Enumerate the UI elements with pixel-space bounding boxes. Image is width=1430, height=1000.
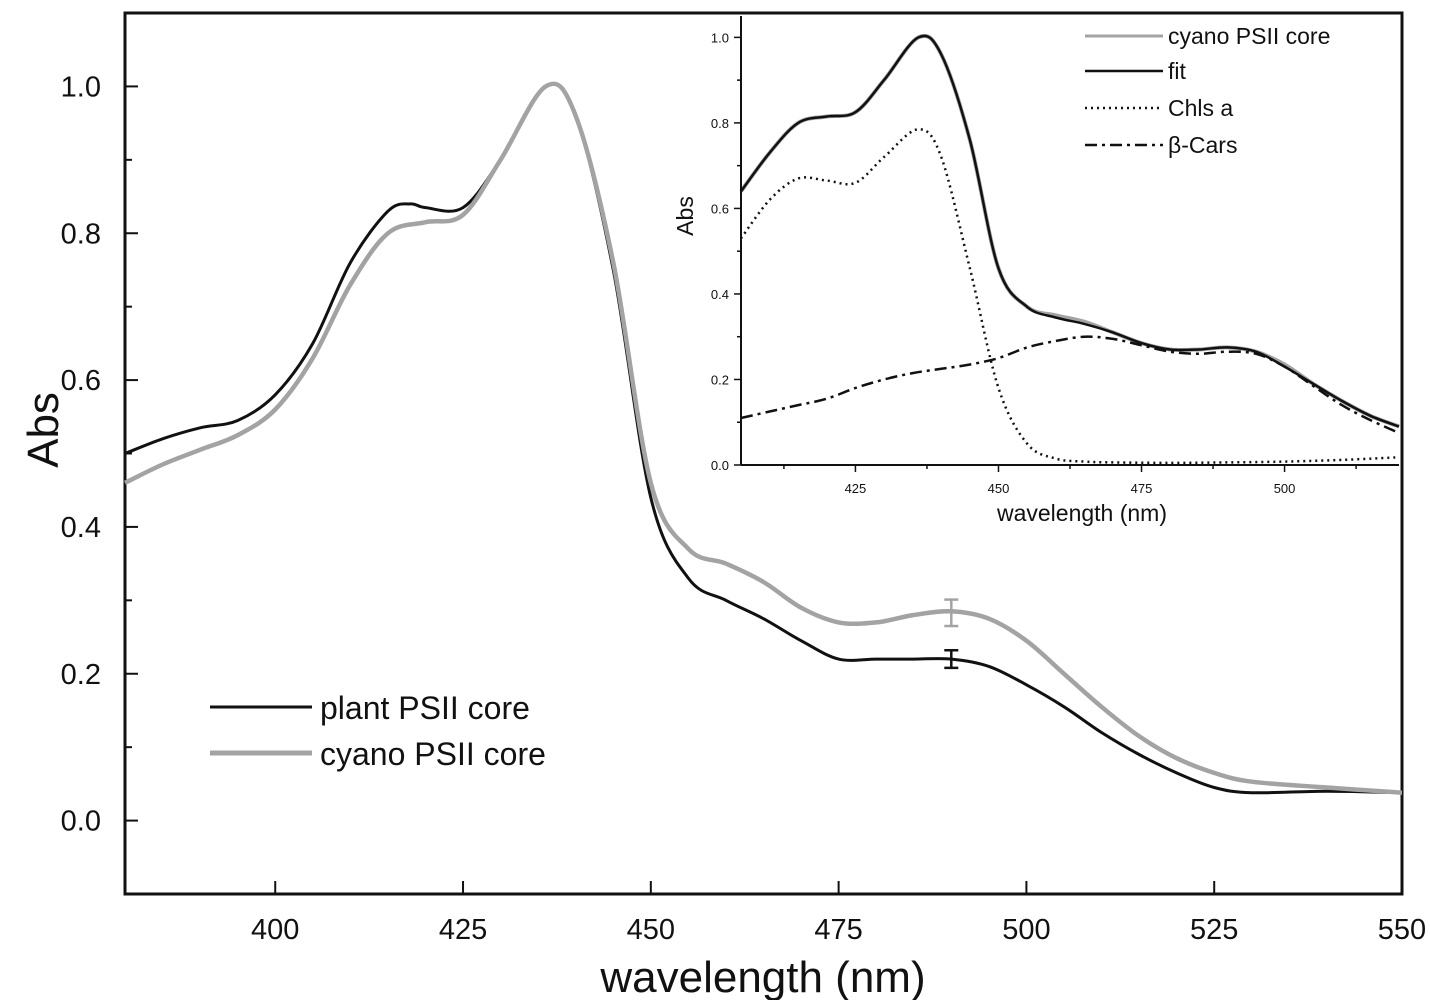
inset-chart: 425 450 475 500 0.0 0.2 0.4 0.6 0.8 1.0 waveleng… — [672, 16, 1400, 526]
inset-legend-label-fit: fit — [1168, 58, 1187, 84]
main-x-tick-label: 475 — [814, 914, 862, 946]
inset-y-tick-label: 0.8 — [711, 116, 729, 131]
inset-y-tick-label: 0.2 — [711, 372, 729, 387]
main-x-tick-label: 550 — [1378, 914, 1426, 946]
main-x-axis: 400 425 450 475 500 525 550 — [251, 881, 1426, 946]
main-y-tick-label: 0.2 — [61, 659, 101, 691]
inset-legend-label-cars: β-Cars — [1168, 132, 1237, 158]
main-x-tick-label: 450 — [627, 914, 675, 946]
legend-label-cyano: cyano PSII core — [320, 736, 546, 772]
inset-x-axis-title: wavelength (nm) — [996, 500, 1167, 526]
main-y-tick-label: 0.0 — [61, 806, 101, 838]
main-x-tick-label: 500 — [1002, 914, 1050, 946]
main-y-tick-label: 0.8 — [61, 218, 101, 250]
inset-y-axis: 0.0 0.2 0.4 0.6 0.8 1.0 — [711, 30, 741, 473]
inset-legend-label-cyano: cyano PSII core — [1168, 23, 1330, 49]
inset-legend: cyano PSII core fit Chls a β-Cars — [1085, 23, 1330, 158]
series-line-cyano — [124, 81, 1403, 795]
main-x-tick-label: 525 — [1190, 914, 1238, 946]
main-x-tick-label: 400 — [251, 914, 299, 946]
main-y-axis-title: Abs — [19, 392, 68, 468]
inset-legend-label-chls: Chls a — [1168, 95, 1233, 121]
inset-y-tick-label: 0.6 — [711, 201, 729, 216]
inset-y-tick-label: 0.4 — [711, 287, 729, 302]
inset-y-axis-title: Abs — [672, 196, 698, 236]
inset-x-tick-label: 450 — [988, 481, 1010, 496]
inset-y-tick-label: 0.0 — [711, 458, 729, 473]
inset-series-chls — [739, 128, 1400, 465]
inset-y-tick-label: 1.0 — [711, 30, 729, 45]
inset-x-axis: 425 450 475 500 — [783, 465, 1357, 496]
main-x-tick-label: 425 — [439, 914, 487, 946]
inset-x-tick-label: 500 — [1274, 481, 1296, 496]
inset-x-tick-label: 475 — [1131, 481, 1153, 496]
legend-label-plant: plant PSII core — [320, 690, 530, 726]
series-line-plant — [124, 82, 1403, 795]
inset-plot-background — [741, 16, 1399, 466]
main-error-bars — [944, 598, 959, 670]
inset-series-cars — [740, 335, 1400, 435]
main-legend: plant PSII core cyano PSII core — [210, 690, 546, 772]
inset-series-layer — [739, 33, 1400, 465]
main-y-tick-label: 0.4 — [61, 512, 101, 544]
main-x-axis-title: wavelength (nm) — [599, 953, 925, 1000]
main-y-tick-label: 0.6 — [61, 365, 101, 397]
main-series-layer — [124, 81, 1403, 795]
main-y-axis: 0.0 0.2 0.4 0.6 0.8 1.0 — [61, 12, 138, 895]
inset-x-tick-label: 425 — [845, 481, 867, 496]
main-chart: 400 425 450 475 500 525 550 0.0 0.2 0.4 0.6 0.8 1.0… — [19, 11, 1426, 1000]
main-y-tick-label: 1.0 — [61, 71, 101, 103]
